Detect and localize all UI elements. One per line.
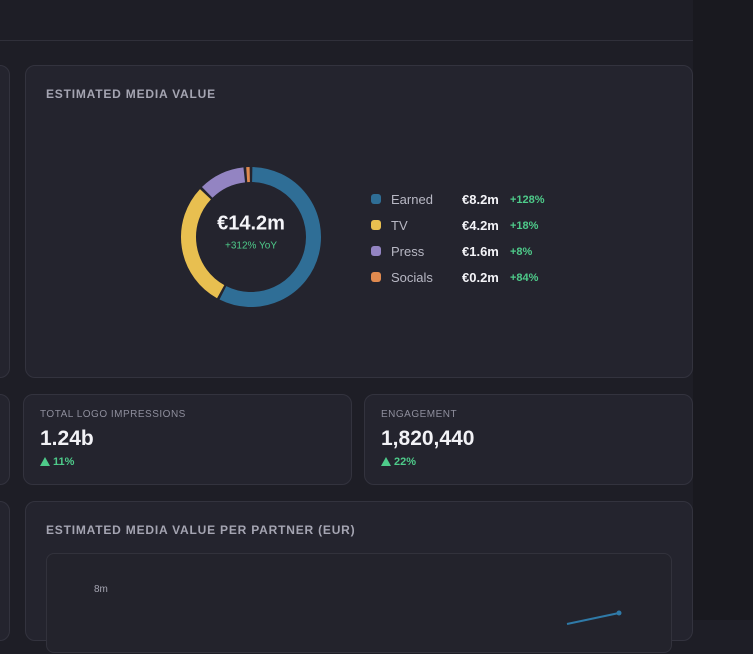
legend-name: Earned xyxy=(391,192,433,207)
legend-swatch xyxy=(371,220,381,230)
media-value-card: ESTIMATED MEDIA VALUE €14.2m +312% YoY E… xyxy=(25,65,693,378)
donut-segment xyxy=(223,175,314,300)
kpi-label: ENGAGEMENT xyxy=(381,409,457,420)
legend-value: €1.6m xyxy=(462,244,499,259)
partial-card xyxy=(0,65,10,378)
kpi-change: 11% xyxy=(40,456,74,468)
donut-chart: €14.2m +312% YoY xyxy=(171,157,331,317)
legend-swatch xyxy=(371,246,381,256)
kpi-card: TOTAL LOGO IMPRESSIONS 1.24b 11% xyxy=(23,394,352,485)
legend-value: €4.2m xyxy=(462,218,499,233)
line xyxy=(567,613,619,624)
legend-name: Press xyxy=(391,244,424,259)
kpi-label: TOTAL LOGO IMPRESSIONS xyxy=(40,409,186,420)
divider xyxy=(0,40,693,41)
legend-value: €8.2m xyxy=(462,192,499,207)
up-arrow xyxy=(381,457,391,466)
legend-name: Socials xyxy=(391,270,433,285)
partial-card xyxy=(0,501,10,641)
legend-row: Socials €0.2m +84% xyxy=(371,269,621,285)
kpi-change: 22% xyxy=(381,456,416,468)
legend-change: +128% xyxy=(510,194,545,206)
donut-segment xyxy=(188,194,220,291)
kpi-card: ENGAGEMENT 1,820,440 22% xyxy=(364,394,693,485)
chart-line xyxy=(47,554,673,654)
donut-segment xyxy=(207,175,244,193)
partial-card xyxy=(0,394,10,485)
legend-row: Press €1.6m +8% xyxy=(371,243,621,259)
point xyxy=(617,611,622,616)
legend-change: +84% xyxy=(510,272,538,284)
legend-value: €0.2m xyxy=(462,270,499,285)
legend-swatch xyxy=(371,194,381,204)
card-title: ESTIMATED MEDIA VALUE PER PARTNER (EUR) xyxy=(46,523,355,537)
card-title: ESTIMATED MEDIA VALUE xyxy=(46,87,216,101)
legend-swatch xyxy=(371,272,381,282)
up-arrow xyxy=(40,457,50,466)
legend-row: Earned €8.2m +128% xyxy=(371,191,621,207)
yoy-change: +312% YoY xyxy=(225,241,277,252)
chart-area: 8m xyxy=(46,553,672,653)
legend-change: +8% xyxy=(510,246,532,258)
side-strip xyxy=(693,0,753,620)
kpi-change-text: 22% xyxy=(394,456,416,468)
kpi-change-text: 11% xyxy=(53,456,74,468)
dashboard: ESTIMATED MEDIA VALUE €14.2m +312% YoY E… xyxy=(0,0,753,620)
total-value: €14.2m xyxy=(217,212,285,234)
legend-row: TV €4.2m +18% xyxy=(371,217,621,233)
partner-chart-card: ESTIMATED MEDIA VALUE PER PARTNER (EUR) … xyxy=(25,501,693,641)
kpi-value: 1.24b xyxy=(40,427,94,451)
legend-change: +18% xyxy=(510,220,538,232)
page: Dashboard {"media_value": {"title": "EST… xyxy=(0,0,753,620)
kpi-value: 1,820,440 xyxy=(381,427,474,451)
legend-name: TV xyxy=(391,218,408,233)
